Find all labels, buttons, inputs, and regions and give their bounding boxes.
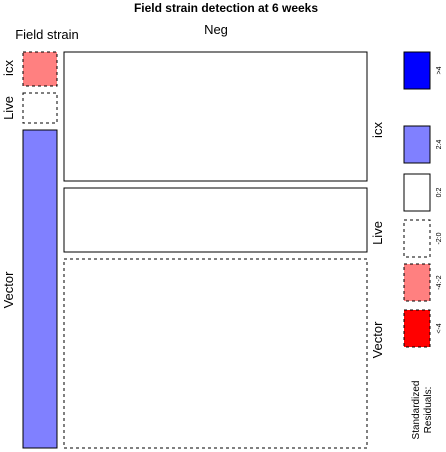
cell-field-strain-icx [22,51,58,87]
left-row-label-icx: icx [1,60,16,76]
mosaic-cells [22,51,368,449]
left-row-label-live: Live [1,96,16,120]
legend-swatch-0 [403,51,431,90]
left-row-label-vector: Vector [1,271,16,309]
legend-swatch-5 [403,309,431,348]
cell-neg-live [63,187,368,253]
right-row-label-live: Live [370,221,385,245]
legend-label-4: -4:-2 [436,275,443,290]
column-label-field-strain: Field strain [15,27,79,42]
column-label-neg: Neg [204,22,228,37]
legend-title-line-1: Residuals: [423,387,434,434]
legend-label-3: -2:0 [436,232,443,244]
legend-label-2: 0:2 [436,188,443,198]
legend-label-5: <-4 [436,323,443,333]
legend-swatch-4 [403,263,431,302]
cell-field-strain-live [22,92,58,124]
chart-title: Field strain detection at 6 weeks [134,1,318,15]
legend-swatch-3 [403,219,431,258]
legend-label-0: >4 [436,66,443,74]
legend-swatch-2 [403,173,431,212]
residual-legend: >4 2:4 0:2 -2:0 -4:-2 <-4 Standardized Residual… [403,51,443,440]
legend-label-1: 2:4 [436,140,443,150]
right-row-label-icx: icx [370,122,385,138]
cell-neg-vector [63,258,368,449]
cell-field-strain-vector [22,129,58,449]
right-row-label-vector: Vector [370,321,385,359]
legend-title-line-0: Standardized [411,381,422,440]
cell-neg-icx [63,51,368,182]
legend-swatch-1 [403,125,431,164]
